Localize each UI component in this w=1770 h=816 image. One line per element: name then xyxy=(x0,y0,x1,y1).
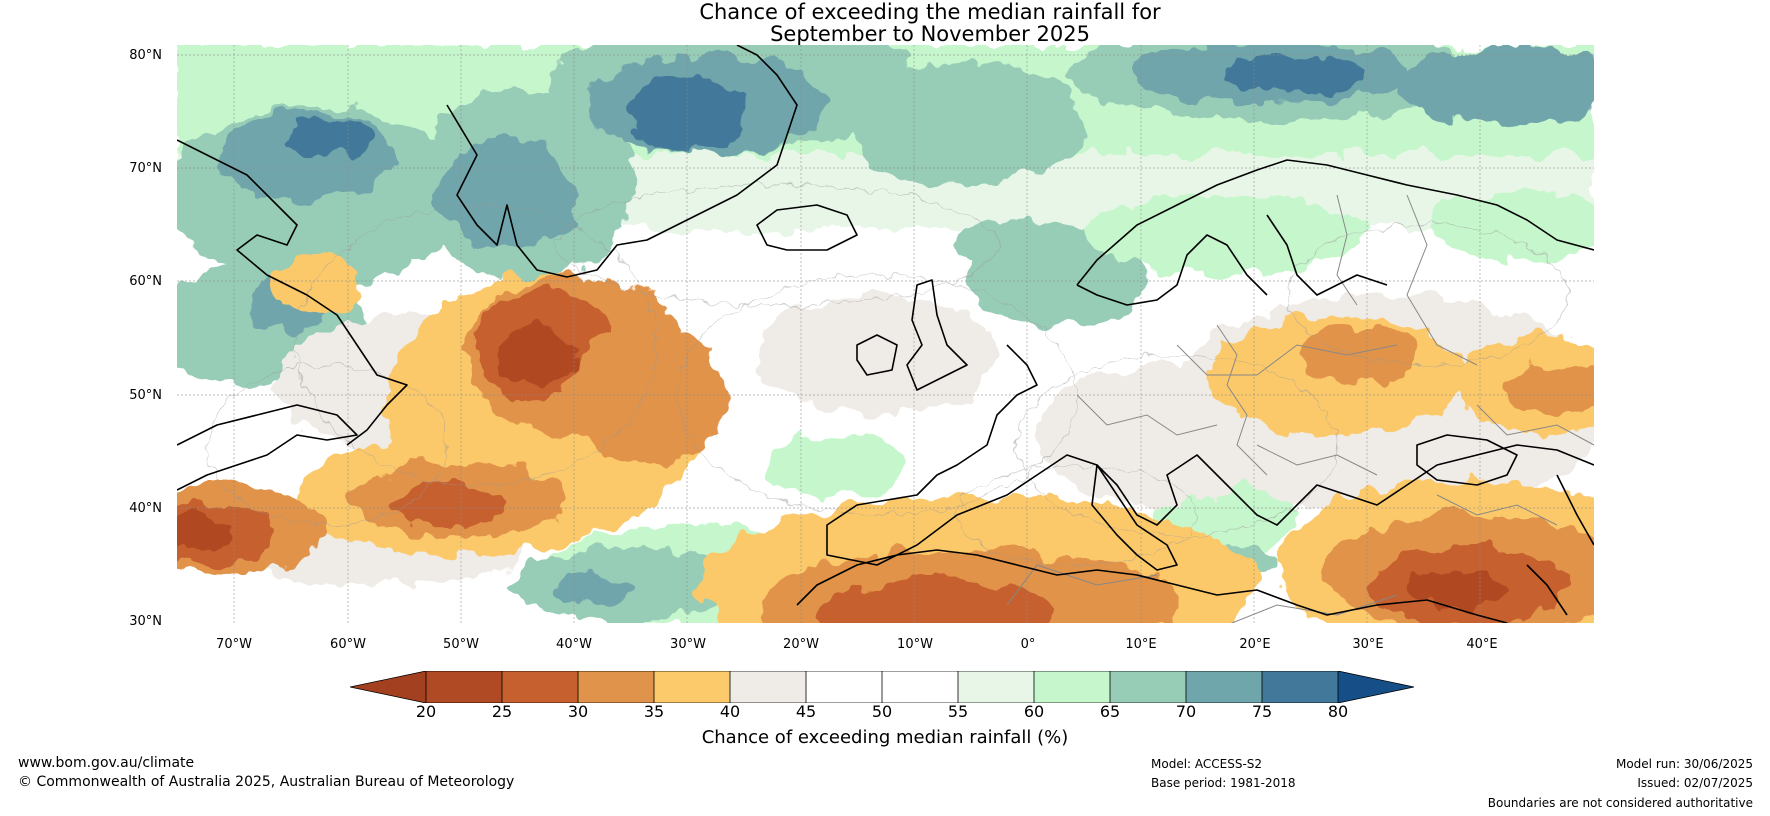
map-title-line-1: Chance of exceeding the median rainfall … xyxy=(699,0,1161,24)
colorbar-tick-label: 40 xyxy=(719,702,741,721)
latitude-label: 40°N xyxy=(129,501,162,516)
colorbar xyxy=(350,671,1415,703)
footer-base-period: Base period: 1981-2018 xyxy=(1151,776,1296,790)
colorbar-tick-label: 30 xyxy=(567,702,589,721)
longitude-label: 30°W xyxy=(670,637,706,652)
map-title-line-2: September to November 2025 xyxy=(770,22,1090,46)
longitude-label: 10°W xyxy=(897,637,933,652)
colorbar-outline xyxy=(350,671,1415,703)
colorbar-tick-label: 60 xyxy=(1023,702,1045,721)
colorbar-segment xyxy=(502,671,578,703)
colorbar-segment xyxy=(654,671,730,703)
colorbar-tick-label: 55 xyxy=(947,702,969,721)
country-borders xyxy=(1006,194,1594,623)
colorbar-segment xyxy=(1110,671,1186,703)
colorbar-tick-label: 25 xyxy=(491,702,513,721)
colorbar-tick-label: 80 xyxy=(1327,702,1349,721)
colorbar-segment xyxy=(1034,671,1110,703)
colorbar-tick-label: 70 xyxy=(1175,702,1197,721)
latitude-label: 80°N xyxy=(129,48,162,63)
longitude-label: 60°W xyxy=(330,637,366,652)
colorbar-segment xyxy=(882,671,958,703)
latitude-label: 30°N xyxy=(129,614,162,629)
latitude-label: 50°N xyxy=(129,388,162,403)
longitude-label: 20°E xyxy=(1239,637,1271,652)
colorbar-segment xyxy=(730,671,806,703)
colorbar-segment xyxy=(426,671,502,703)
latitude-label: 60°N xyxy=(129,274,162,289)
footer-website: www.bom.gov.au/climate xyxy=(18,755,195,771)
footer-model-run: Model run: 30/06/2025 xyxy=(1615,757,1753,771)
longitude-label: 30°E xyxy=(1352,637,1384,652)
graticule xyxy=(177,45,1594,623)
longitude-label: 40°W xyxy=(556,637,592,652)
footer-model: Model: ACCESS-S2 xyxy=(1151,757,1263,771)
footer-copyright: © Commonwealth of Australia 2025, Austra… xyxy=(18,774,515,790)
longitude-label: 70°W xyxy=(216,637,252,652)
rainfall-probability-field xyxy=(177,45,1594,623)
colorbar-tick-label: 75 xyxy=(1251,702,1273,721)
colorbar-tick-label: 20 xyxy=(415,702,437,721)
longitude-label: 20°W xyxy=(783,637,819,652)
coastlines xyxy=(177,45,1594,623)
colorbar-segment xyxy=(1262,671,1338,703)
colorbar-segment xyxy=(1186,671,1262,703)
longitude-label: 0° xyxy=(1020,637,1036,652)
colorbar-segment xyxy=(806,671,882,703)
colorbar-segment xyxy=(958,671,1034,703)
longitude-label: 40°E xyxy=(1466,637,1498,652)
colorbar-below-arrow xyxy=(350,671,426,703)
colorbar-tick-label: 35 xyxy=(643,702,665,721)
rainfall-map xyxy=(177,45,1594,623)
colorbar-tick-label: 50 xyxy=(871,702,893,721)
longitude-label: 10°E xyxy=(1125,637,1157,652)
colorbar-tick-label: 65 xyxy=(1099,702,1121,721)
colorbar-tick-label: 45 xyxy=(795,702,817,721)
colorbar-label: Chance of exceeding median rainfall (%) xyxy=(701,727,1069,748)
colorbar-above-arrow xyxy=(1338,671,1414,703)
footer-disclaimer: Boundaries are not considered authoritat… xyxy=(1487,796,1753,810)
footer-issued: Issued: 02/07/2025 xyxy=(1637,776,1753,790)
colorbar-segment xyxy=(578,671,654,703)
latitude-label: 70°N xyxy=(129,161,162,176)
rainfall-map-canvas xyxy=(177,45,1594,623)
longitude-label: 50°W xyxy=(443,637,479,652)
